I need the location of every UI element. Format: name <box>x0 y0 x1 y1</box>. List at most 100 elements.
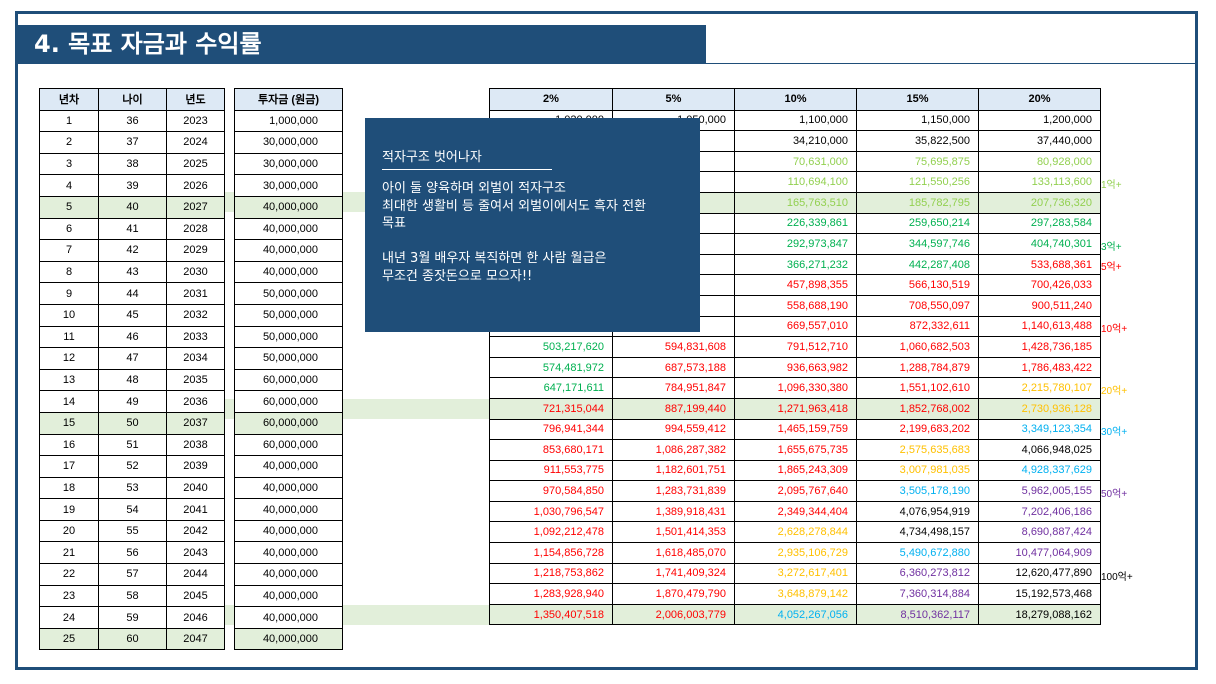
table-cell: 23 <box>39 584 99 608</box>
value-cell: 2,215,780,107 <box>978 377 1101 399</box>
table-cell: 5 <box>39 195 99 219</box>
value-cell: 1,283,731,839 <box>612 480 735 502</box>
table-cell: 2042 <box>166 519 225 543</box>
invest-cell: 30,000,000 <box>234 174 343 197</box>
table-row: 1,154,856,728 1,618,485,070 2,935,106,729 5… <box>489 542 1101 564</box>
table-cell: 57 <box>98 563 167 586</box>
milestone-label: 1억+ <box>1101 179 1122 191</box>
invest-cell: 50,000,000 <box>234 303 343 327</box>
value-cell: 503,217,620 <box>489 336 613 358</box>
note-popup: 적자구조 벗어나자 아이 둘 양육하며 외벌이 적자구조 최대한 생활비 등 줄… <box>365 118 700 332</box>
value-cell: 1,741,409,324 <box>612 562 735 585</box>
invest-cell: 40,000,000 <box>234 541 343 565</box>
invest-cell: 60,000,000 <box>234 368 343 392</box>
value-cell: 207,736,320 <box>978 191 1101 214</box>
value-cell: 2,935,106,729 <box>734 542 857 564</box>
table-row: 9 44 2031 <box>39 282 225 305</box>
value-cell: 404,740,301 <box>978 233 1101 255</box>
value-cell: 1,100,000 <box>734 109 857 132</box>
value-cell: 1,501,414,353 <box>612 521 735 544</box>
table-cell: 22 <box>39 563 99 586</box>
table-cell: 39 <box>98 174 167 197</box>
table-cell: 25 <box>39 627 99 651</box>
value-cell: 1,551,102,610 <box>856 377 979 399</box>
table-cell: 58 <box>98 584 167 608</box>
invest-cell: 50,000,000 <box>234 282 343 305</box>
rate-header: 20% <box>978 88 1101 111</box>
value-cell: 791,512,710 <box>734 336 857 358</box>
highlight-band <box>224 192 234 213</box>
table-row: 13 48 2035 <box>39 368 225 392</box>
table-cell: 15 <box>39 411 99 435</box>
value-cell: 226,339,861 <box>734 212 857 235</box>
table-cell: 2033 <box>166 325 225 349</box>
value-cell: 37,440,000 <box>978 130 1101 152</box>
value-cell: 1,092,212,478 <box>489 521 613 544</box>
value-cell: 994,559,412 <box>612 418 735 441</box>
value-cell: 1,288,784,879 <box>856 356 979 379</box>
table-row: 50,000,000 <box>234 282 343 305</box>
table-row: 970,584,850 1,283,731,839 2,095,767,640 3,5… <box>489 480 1101 502</box>
table-cell: 20 <box>39 519 99 543</box>
value-cell: 594,831,608 <box>612 336 735 358</box>
invest-cell: 40,000,000 <box>234 627 343 651</box>
table-row: 40,000,000 <box>234 476 343 500</box>
table-cell: 2045 <box>166 584 225 608</box>
note-body: 아이 둘 양육하며 외벌이 적자구조 최대한 생활비 등 줄여서 외벌이에서도 … <box>382 181 646 284</box>
value-cell: 1,154,856,728 <box>489 542 613 564</box>
table-row: 40,000,000 <box>234 627 343 651</box>
value-cell: 3,007,981,035 <box>856 459 979 482</box>
value-cell: 366,271,232 <box>734 253 857 276</box>
value-cell: 297,283,584 <box>978 212 1101 235</box>
table-row: 1,218,753,862 1,741,409,324 3,272,617,401 6… <box>489 562 1101 585</box>
value-cell: 647,171,611 <box>489 377 613 399</box>
value-cell: 2,730,936,128 <box>978 397 1101 420</box>
value-cell: 10,477,064,909 <box>978 542 1101 564</box>
table-row: 6 41 2028 <box>39 217 225 241</box>
table-row: 40,000,000 <box>234 498 343 521</box>
invest-cell: 50,000,000 <box>234 347 343 370</box>
table-cell: 60 <box>98 627 167 651</box>
table-cell: 41 <box>98 217 167 241</box>
value-cell: 70,631,000 <box>734 150 857 173</box>
invest-cell: 40,000,000 <box>234 239 343 262</box>
value-cell: 1,852,768,002 <box>856 397 979 420</box>
value-cell: 566,130,519 <box>856 274 979 296</box>
table-cell: 42 <box>98 239 167 262</box>
table-cell: 2026 <box>166 174 225 197</box>
table-row: 4 39 2026 <box>39 174 225 197</box>
value-cell: 1,350,407,518 <box>489 603 613 626</box>
table-cell: 2044 <box>166 563 225 586</box>
table-row: 11 46 2033 <box>39 325 225 349</box>
table-row: 1,020,0001,050,0001,100,0001,150,0001,20… <box>489 109 1101 132</box>
milestone-label: 3억+ <box>1101 241 1122 253</box>
table-cell: 38 <box>98 152 167 176</box>
value-cell: 18,279,088,162 <box>978 603 1101 626</box>
value-cell: 1,060,682,503 <box>856 336 979 358</box>
value-cell: 5,962,005,155 <box>978 480 1101 502</box>
value-cell: 3,505,178,190 <box>856 480 979 502</box>
table-cell: 2029 <box>166 239 225 262</box>
table-row: 15 50 2037 <box>39 411 225 435</box>
invest-cell: 40,000,000 <box>234 519 343 543</box>
table-row: 12 47 2034 <box>39 347 225 370</box>
table-row: 7 42 2029 <box>39 239 225 262</box>
value-cell: 708,550,097 <box>856 294 979 317</box>
value-cell: 1,218,753,862 <box>489 562 613 585</box>
value-cell: 721,315,044 <box>489 397 613 420</box>
value-cell: 911,553,775 <box>489 459 613 482</box>
invest-cell: 1,000,000 <box>234 109 343 133</box>
table-cell: 52 <box>98 455 167 478</box>
value-cell: 533,688,361 <box>978 253 1101 276</box>
table-row: 574,481,972 687,573,188 936,663,982 1,288,7… <box>489 356 1101 379</box>
table-cell: 2043 <box>166 541 225 565</box>
table-row: 14 49 2036 <box>39 390 225 413</box>
value-cell: 165,763,510 <box>734 191 857 214</box>
table-cell: 43 <box>98 260 167 284</box>
table-row: 16 51 2038 <box>39 433 225 457</box>
rate-header: 5% <box>612 88 735 111</box>
value-cell: 2,349,344,404 <box>734 500 857 523</box>
table-cell: 56 <box>98 541 167 565</box>
table-cell: 3 <box>39 152 99 176</box>
col-header: 년도 <box>166 88 225 111</box>
